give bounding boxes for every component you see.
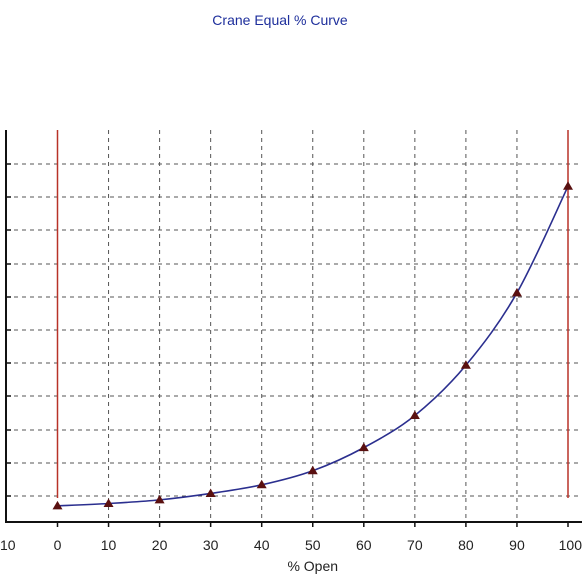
- data-point: [358, 442, 369, 452]
- data-point: [511, 287, 522, 297]
- x-tick-label: 10: [0, 537, 16, 553]
- data-point: [409, 410, 420, 419]
- x-tick-label: 60: [356, 537, 372, 553]
- x-tick-label: 70: [407, 537, 423, 553]
- data-point: [307, 465, 318, 475]
- x-tick-label: 90: [509, 537, 525, 553]
- tick-labels: 10 0 10 20 30 40 50 60 70 80 90 100: [0, 522, 582, 553]
- x-tick-label: 0: [54, 537, 62, 553]
- data-point: [154, 494, 165, 504]
- data-point: [563, 181, 573, 190]
- x-axis-label: % Open: [287, 558, 338, 574]
- chart-title: Crane Equal % Curve: [212, 12, 348, 28]
- data-point: [103, 498, 114, 508]
- series-layer: [52, 181, 573, 510]
- data-point: [256, 479, 267, 489]
- x-tick-label: 40: [254, 537, 270, 553]
- x-tick-label: 50: [305, 537, 321, 553]
- series-line: [57, 185, 569, 507]
- grid-lines: [6, 130, 582, 522]
- data-point: [460, 360, 471, 369]
- x-tick-label: 10: [101, 537, 117, 553]
- reference-lines: [56, 130, 569, 498]
- x-tick-label: 80: [458, 537, 474, 553]
- data-point: [205, 488, 216, 497]
- x-tick-label: 100: [559, 537, 582, 553]
- x-tick-label: 20: [152, 537, 168, 553]
- data-point: [52, 500, 63, 510]
- x-tick-label: 30: [203, 537, 219, 553]
- axes: [5, 130, 582, 523]
